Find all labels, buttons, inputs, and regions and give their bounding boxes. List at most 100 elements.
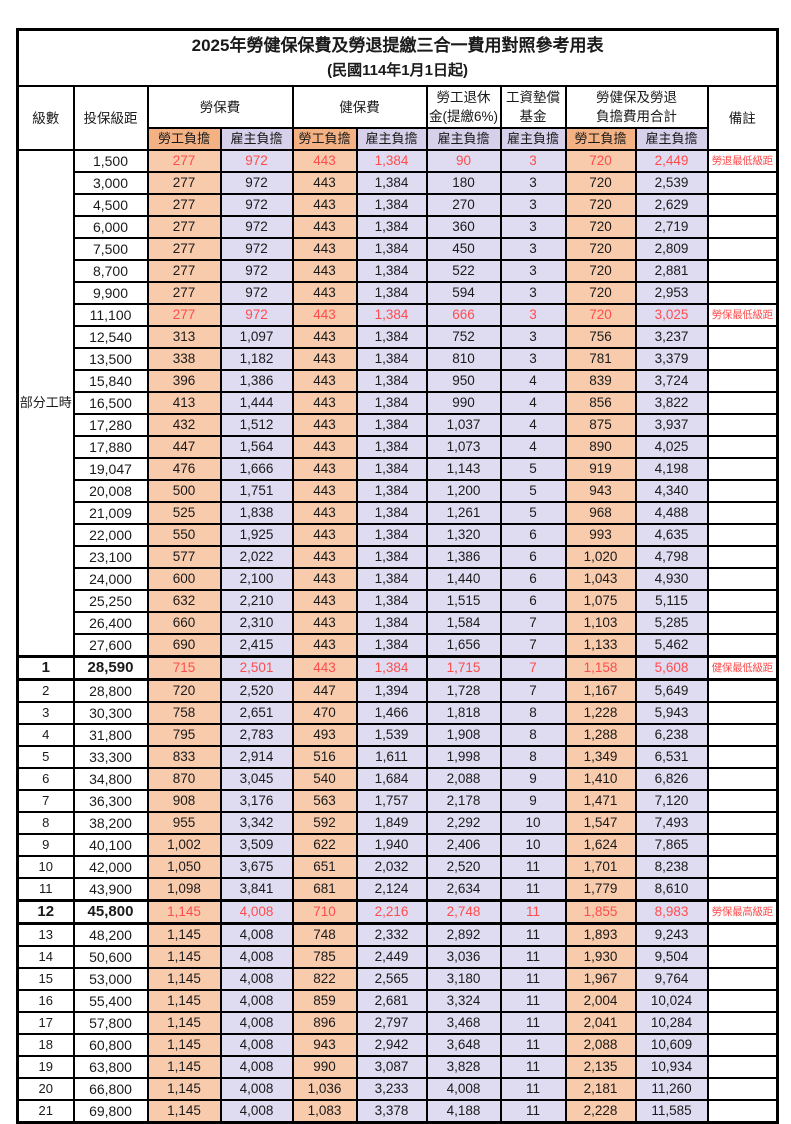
health-employee-cell: 443 <box>291 325 358 349</box>
labor-employer-cell: 2,783 <box>219 723 294 747</box>
wage-fund-employer-cell: 4 <box>499 435 567 459</box>
table-row: 27,600 690 2,415 443 1,384 1,656 7 1,133 5,462 <box>18 633 779 658</box>
labor-employee-cell: 1,145 <box>146 989 222 1013</box>
labor-employer-cell: 1,182 <box>219 347 294 371</box>
col-header-bracket: 投保級距 <box>72 85 149 151</box>
bracket-cell: 21,009 <box>72 501 149 525</box>
labor-employee-cell: 600 <box>146 567 222 591</box>
bracket-cell: 15,840 <box>72 369 149 393</box>
table-row: 13,500 338 1,182 443 1,384 810 3 781 3,379 <box>18 347 779 371</box>
labor-employer-cell: 2,520 <box>219 678 294 703</box>
level-cell: 17 <box>16 1011 75 1035</box>
wage-fund-employer-cell: 9 <box>499 789 567 813</box>
wage-fund-employer-cell: 11 <box>499 899 567 925</box>
health-employee-cell: 1,036 <box>291 1077 358 1101</box>
pension-employer-cell: 1,037 <box>425 413 502 437</box>
bracket-cell: 1,500 <box>72 149 149 173</box>
table-row: 22,000 550 1,925 443 1,384 1,320 6 993 4,635 <box>18 523 779 547</box>
table-row: 16 55,400 1,145 4,008 859 2,681 3,324 11 2,004 10… <box>16 989 779 1013</box>
total-employer-cell: 8,983 <box>634 899 709 925</box>
wage-fund-employer-cell: 6 <box>499 545 567 569</box>
note-cell: 勞退最低級距 <box>706 149 779 173</box>
labor-employee-cell: 660 <box>146 611 222 635</box>
pension-employer-cell: 752 <box>425 325 502 349</box>
bracket-cell: 27,600 <box>72 633 149 658</box>
health-employee-cell: 443 <box>291 193 358 217</box>
total-employee-cell: 720 <box>564 149 637 173</box>
pension-employer-cell: 450 <box>425 237 502 261</box>
bracket-cell: 63,800 <box>72 1055 149 1079</box>
wage-fund-employer-cell: 3 <box>499 149 567 173</box>
total-employee-cell: 1,075 <box>564 589 637 613</box>
table-row: 15 53,000 1,145 4,008 822 2,565 3,180 11 1,967 9,… <box>16 967 779 991</box>
col-header-level: 級數 <box>16 85 75 151</box>
total-employer-cell: 3,025 <box>634 303 709 327</box>
total-employer-cell: 4,635 <box>634 523 709 547</box>
health-employee-cell: 443 <box>291 149 358 173</box>
health-employer-cell: 1,384 <box>355 479 428 503</box>
total-employee-cell: 756 <box>564 325 637 349</box>
table-row: 18 60,800 1,145 4,008 943 2,942 3,648 11 2,088 10… <box>16 1033 779 1057</box>
total-employee-cell: 1,779 <box>564 877 637 902</box>
labor-employee-cell: 690 <box>146 633 222 658</box>
bracket-cell: 17,280 <box>72 413 149 437</box>
labor-employee-cell: 833 <box>146 745 222 769</box>
table-row: 6,000 277 972 443 1,384 360 3 720 2,719 <box>18 215 779 239</box>
health-employer-cell: 1,384 <box>355 611 428 635</box>
level-cell: 16 <box>16 989 75 1013</box>
note-cell <box>706 1099 779 1124</box>
total-employer-cell: 2,629 <box>634 193 709 217</box>
note-cell <box>706 967 779 991</box>
health-employer-cell: 2,797 <box>355 1011 428 1035</box>
level-cell: 1 <box>16 655 75 681</box>
wage-fund-employer-cell: 5 <box>499 457 567 481</box>
labor-employer-cell: 4,008 <box>219 1011 294 1035</box>
health-employee-cell: 443 <box>291 281 358 305</box>
wage-fund-employer-cell: 3 <box>499 215 567 239</box>
total-employer-cell: 5,943 <box>634 701 709 725</box>
pension-employer-cell: 3,180 <box>425 967 502 991</box>
health-employer-cell: 1,611 <box>355 745 428 769</box>
health-employer-cell: 1,384 <box>355 259 428 283</box>
table-row: 1 28,590 715 2,501 443 1,384 1,715 7 1,158 5,608 健… <box>16 655 779 681</box>
note-cell <box>706 347 779 371</box>
level-cell: 部分工時 <box>16 149 75 658</box>
wage-fund-employer-cell: 9 <box>499 767 567 791</box>
wage-fund-employer-cell: 3 <box>499 193 567 217</box>
subheader-labor-employee: 勞工負擔 <box>146 127 222 151</box>
subheader-health-employer: 雇主負擔 <box>355 127 428 151</box>
bracket-cell: 28,800 <box>72 678 149 703</box>
bracket-cell: 55,400 <box>72 989 149 1013</box>
total-employee-cell: 856 <box>564 391 637 415</box>
pension-employer-cell: 1,998 <box>425 745 502 769</box>
labor-employer-cell: 1,751 <box>219 479 294 503</box>
labor-employee-cell: 908 <box>146 789 222 813</box>
total-label-line2: 負擔費用合計 <box>596 109 677 124</box>
labor-employee-cell: 632 <box>146 589 222 613</box>
total-employer-cell: 4,798 <box>634 545 709 569</box>
level-cell: 4 <box>16 723 75 747</box>
total-employer-cell: 3,822 <box>634 391 709 415</box>
health-employer-cell: 2,942 <box>355 1033 428 1057</box>
note-cell <box>706 1055 779 1079</box>
total-employer-cell: 3,379 <box>634 347 709 371</box>
note-cell <box>706 678 779 703</box>
wage-fund-employer-cell: 11 <box>499 967 567 991</box>
wage-fund-employer-cell: 3 <box>499 237 567 261</box>
pension-employer-cell: 3,468 <box>425 1011 502 1035</box>
pension-employer-cell: 1,656 <box>425 633 502 658</box>
labor-employee-cell: 1,098 <box>146 877 222 902</box>
labor-employee-cell: 1,050 <box>146 855 222 879</box>
labor-employee-cell: 1,145 <box>146 1055 222 1079</box>
health-employee-cell: 443 <box>291 215 358 239</box>
table-row: 8,700 277 972 443 1,384 522 3 720 2,881 <box>18 259 779 283</box>
labor-employee-cell: 338 <box>146 347 222 371</box>
note-cell <box>706 767 779 791</box>
labor-employee-cell: 277 <box>146 215 222 239</box>
table-row: 3 30,300 758 2,651 470 1,466 1,818 8 1,228 5,943 <box>16 701 779 725</box>
bracket-cell: 33,300 <box>72 745 149 769</box>
labor-employee-cell: 1,145 <box>146 1099 222 1124</box>
total-employer-cell: 9,764 <box>634 967 709 991</box>
col-header-labor-insurance: 勞保費 <box>146 85 294 129</box>
total-employee-cell: 1,103 <box>564 611 637 635</box>
